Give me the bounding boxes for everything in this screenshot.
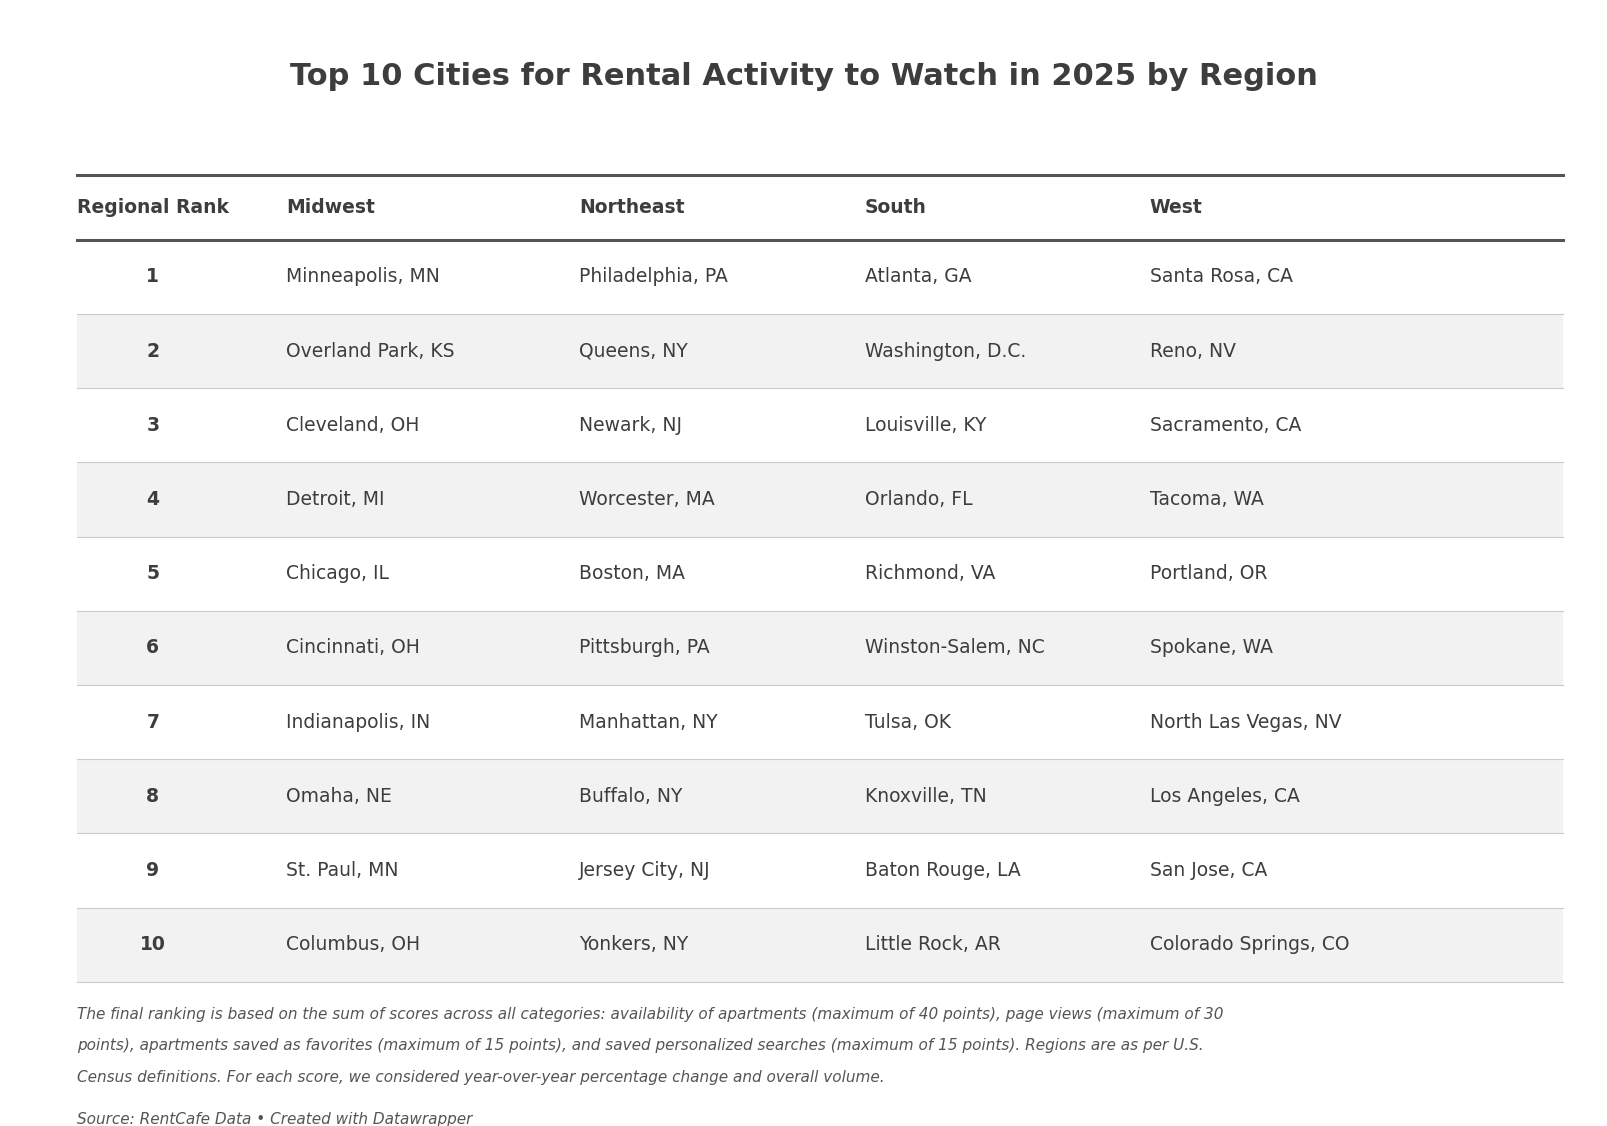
Text: Jersey City, NJ: Jersey City, NJ (579, 861, 710, 881)
Text: Tacoma, WA: Tacoma, WA (1149, 490, 1263, 509)
Text: Newark, NJ: Newark, NJ (579, 415, 681, 435)
Text: Buffalo, NY: Buffalo, NY (579, 787, 681, 806)
Text: Philadelphia, PA: Philadelphia, PA (579, 268, 728, 286)
Text: 10: 10 (140, 936, 166, 954)
Text: Spokane, WA: Spokane, WA (1149, 638, 1271, 658)
Text: Los Angeles, CA: Los Angeles, CA (1149, 787, 1298, 806)
Text: Cincinnati, OH: Cincinnati, OH (286, 638, 419, 658)
Text: Worcester, MA: Worcester, MA (579, 490, 714, 509)
Text: Winston-Salem, NC: Winston-Salem, NC (865, 638, 1045, 658)
Text: Midwest: Midwest (286, 198, 374, 216)
Text: 4: 4 (146, 490, 159, 509)
Text: Manhattan, NY: Manhattan, NY (579, 713, 717, 732)
Text: 1: 1 (146, 268, 159, 286)
Text: 2: 2 (146, 341, 159, 360)
Text: North Las Vegas, NV: North Las Vegas, NV (1149, 713, 1340, 732)
Text: points), apartments saved as favorites (maximum of 15 points), and saved persona: points), apartments saved as favorites (… (77, 1038, 1204, 1053)
Text: Minneapolis, MN: Minneapolis, MN (286, 268, 440, 286)
Text: The final ranking is based on the sum of scores across all categories: availabil: The final ranking is based on the sum of… (77, 1007, 1223, 1021)
Text: Source: RentCafe Data • Created with Datawrapper: Source: RentCafe Data • Created with Dat… (77, 1112, 472, 1126)
Text: Colorado Springs, CO: Colorado Springs, CO (1149, 936, 1348, 954)
Text: 5: 5 (146, 564, 159, 583)
Text: West: West (1149, 198, 1202, 216)
Text: Overland Park, KS: Overland Park, KS (286, 341, 455, 360)
Text: Top 10 Cities for Rental Activity to Watch in 2025 by Region: Top 10 Cities for Rental Activity to Wat… (289, 62, 1318, 91)
Text: Louisville, KY: Louisville, KY (865, 415, 985, 435)
Text: Indianapolis, IN: Indianapolis, IN (286, 713, 431, 732)
Text: Richmond, VA: Richmond, VA (865, 564, 995, 583)
Text: Atlanta, GA: Atlanta, GA (865, 268, 971, 286)
Text: 9: 9 (146, 861, 159, 881)
Text: Yonkers, NY: Yonkers, NY (579, 936, 688, 954)
Text: Reno, NV: Reno, NV (1149, 341, 1234, 360)
Text: Santa Rosa, CA: Santa Rosa, CA (1149, 268, 1292, 286)
Text: Portland, OR: Portland, OR (1149, 564, 1266, 583)
Text: Columbus, OH: Columbus, OH (286, 936, 419, 954)
Text: Washington, D.C.: Washington, D.C. (865, 341, 1025, 360)
Text: Tulsa, OK: Tulsa, OK (865, 713, 950, 732)
Text: Cleveland, OH: Cleveland, OH (286, 415, 419, 435)
Text: Detroit, MI: Detroit, MI (286, 490, 384, 509)
Text: Knoxville, TN: Knoxville, TN (865, 787, 987, 806)
Text: 8: 8 (146, 787, 159, 806)
Text: Omaha, NE: Omaha, NE (286, 787, 392, 806)
Text: Queens, NY: Queens, NY (579, 341, 688, 360)
Text: Northeast: Northeast (579, 198, 685, 216)
Text: Little Rock, AR: Little Rock, AR (865, 936, 1000, 954)
Text: San Jose, CA: San Jose, CA (1149, 861, 1266, 881)
Text: Sacramento, CA: Sacramento, CA (1149, 415, 1300, 435)
Text: St. Paul, MN: St. Paul, MN (286, 861, 399, 881)
Text: 7: 7 (146, 713, 159, 732)
Text: Chicago, IL: Chicago, IL (286, 564, 389, 583)
Text: Census definitions. For each score, we considered year-over-year percentage chan: Census definitions. For each score, we c… (77, 1070, 884, 1084)
Text: 3: 3 (146, 415, 159, 435)
Text: Baton Rouge, LA: Baton Rouge, LA (865, 861, 1020, 881)
Text: Pittsburgh, PA: Pittsburgh, PA (579, 638, 709, 658)
Text: 6: 6 (146, 638, 159, 658)
Text: Regional Rank: Regional Rank (77, 198, 230, 216)
Text: South: South (865, 198, 926, 216)
Text: Boston, MA: Boston, MA (579, 564, 685, 583)
Text: Orlando, FL: Orlando, FL (865, 490, 972, 509)
